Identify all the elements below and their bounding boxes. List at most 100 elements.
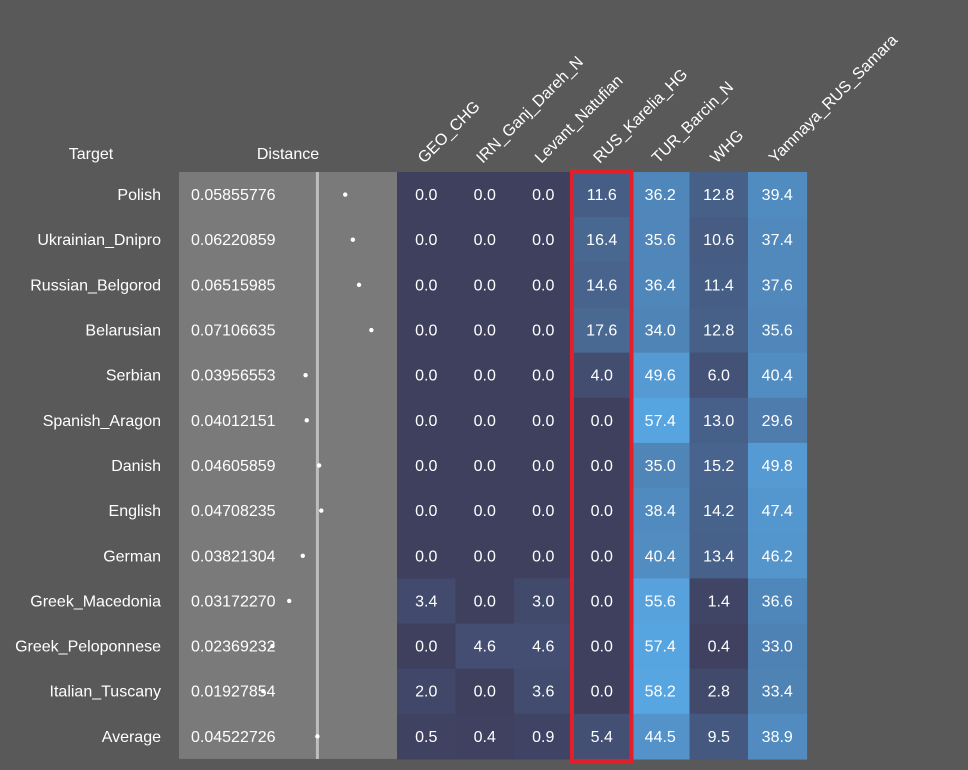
cell-value: 36.2	[645, 187, 676, 204]
distance-dot	[343, 192, 348, 197]
heatmap-cell	[748, 172, 808, 218]
heatmap-cell	[572, 488, 632, 534]
cell-value: 0.0	[532, 368, 554, 385]
cell-value: 5.4	[591, 729, 613, 746]
cell-value: 0.0	[474, 503, 496, 520]
heatmap-cell	[572, 307, 632, 354]
row-label: Greek_Peloponnese	[15, 639, 161, 656]
distance-dot	[350, 237, 356, 242]
cell-value: 0.0	[415, 323, 437, 340]
heatmap-cell	[397, 172, 457, 218]
heatmap-cell	[572, 578, 632, 625]
heatmap-cell	[455, 623, 515, 670]
heatmap-cell	[572, 352, 632, 399]
heatmap-cell	[748, 352, 808, 399]
cell-value: 33.0	[762, 639, 793, 656]
cell-value: 0.0	[474, 187, 496, 204]
cell-value: 0.0	[474, 277, 496, 294]
cell-value: 0.0	[532, 277, 554, 294]
heatmap-cell	[572, 713, 632, 760]
cell-value: 0.0	[591, 593, 613, 610]
heatmap-cell	[397, 352, 457, 399]
heatmap-cell	[514, 352, 574, 399]
cell-value: 55.6	[645, 593, 676, 610]
row-label: Belarusian	[85, 323, 161, 340]
cell-value: 0.9	[532, 729, 554, 746]
heatmap-cell	[455, 307, 515, 354]
cell-value: 0.0	[474, 593, 496, 610]
heatmap-cell	[631, 442, 691, 489]
cell-value: 44.5	[645, 729, 676, 746]
heatmap-cell	[455, 578, 515, 625]
cell-value: 0.0	[591, 503, 613, 520]
heatmap-cell	[572, 533, 632, 579]
cell-value: 0.0	[532, 503, 554, 520]
heatmap-cell	[748, 307, 808, 354]
distance-dot	[315, 734, 320, 739]
heatmap-cell	[689, 307, 749, 354]
heatmap-cell	[514, 307, 574, 354]
cell-value: 2.8	[708, 684, 730, 701]
cell-value: 0.0	[591, 684, 613, 701]
heatmap-cell	[689, 352, 749, 399]
heatmap-cell	[631, 668, 691, 715]
cell-value: 0.0	[474, 323, 496, 340]
cell-value: 0.5	[415, 729, 437, 746]
cell-value: 13.0	[703, 413, 734, 430]
distance-value: 0.06220859	[191, 232, 276, 249]
distance-dot	[300, 553, 305, 558]
distance-panel: 0.05855776 0.06220859 0.06515985 0.07106635…	[179, 172, 397, 759]
distance-dot	[287, 598, 292, 604]
heatmap-cells: 0.0 0.0 0.0 11.6 36.2 12.8 39.4 0.0 0.0 0.0 16.4 35…	[397, 172, 808, 760]
cell-value: 16.4	[586, 232, 617, 249]
heatmap-cell	[572, 668, 632, 715]
cell-value: 0.0	[415, 458, 437, 475]
heatmap-cell	[514, 668, 574, 715]
heatmap-cell	[572, 397, 632, 444]
cell-value: 0.4	[708, 639, 730, 656]
heatmap-cell	[689, 397, 749, 444]
cell-value: 47.4	[762, 503, 793, 520]
cell-value: 0.0	[532, 323, 554, 340]
row-label: Danish	[111, 458, 161, 475]
heatmap-cell	[455, 352, 515, 399]
cell-value: 14.2	[703, 503, 734, 520]
cell-value: 0.4	[474, 729, 496, 746]
heatmap-cell	[455, 442, 515, 489]
cell-value: 46.2	[762, 548, 793, 565]
cell-value: 33.4	[762, 684, 793, 701]
cell-value: 12.8	[703, 323, 734, 340]
heatmap-cell	[689, 533, 749, 579]
heatmap-cell	[748, 217, 808, 263]
distance-dot	[261, 689, 266, 694]
cell-value: 0.0	[415, 368, 437, 385]
heatmap-cell	[572, 623, 632, 670]
cell-value: 0.0	[415, 503, 437, 520]
column-headers: GEO_CHGIRN_Ganj_Dareh_NLevant_NatufianRU…	[415, 32, 901, 167]
column-header: WHG	[708, 127, 748, 167]
distance-value: 0.06515985	[191, 277, 276, 294]
cell-value: 4.6	[474, 639, 496, 656]
heatmap-cell	[397, 623, 457, 670]
cell-value: 0.0	[591, 458, 613, 475]
heatmap-cell	[455, 668, 515, 715]
cell-value: 0.0	[415, 548, 437, 565]
cell-value: 3.0	[532, 593, 554, 610]
distance-value: 0.04708235	[191, 503, 276, 520]
cell-value: 0.0	[591, 548, 613, 565]
heatmap-cell	[397, 578, 457, 625]
cell-value: 2.0	[415, 684, 437, 701]
heatmap-cell	[748, 578, 808, 625]
cell-value: 0.0	[474, 232, 496, 249]
distance-panel-bg	[179, 172, 397, 759]
heatmap-cell	[397, 397, 457, 444]
heatmap-cell	[572, 262, 632, 309]
heatmap-cell	[689, 442, 749, 489]
cell-value: 15.2	[703, 458, 734, 475]
cell-value: 0.0	[474, 458, 496, 475]
heatmap-cell	[397, 668, 457, 715]
heatmap-cell	[572, 442, 632, 489]
column-header: GEO_CHG	[415, 98, 484, 167]
cell-value: 57.4	[645, 413, 676, 430]
